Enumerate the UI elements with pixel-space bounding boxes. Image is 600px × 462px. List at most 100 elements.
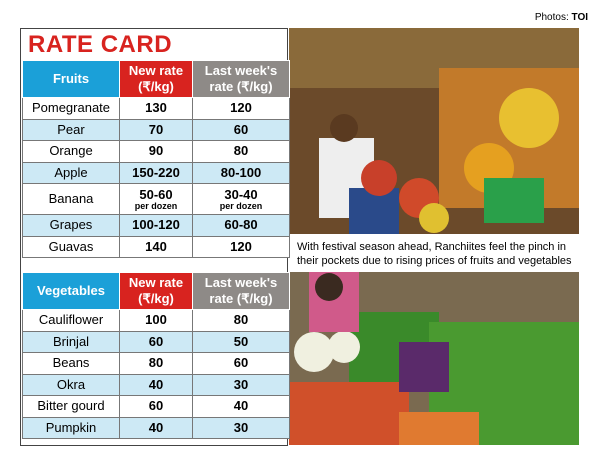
column-header: Fruits [22, 60, 120, 98]
header-line: Vegetables [37, 283, 105, 298]
cell-text: 30 [233, 419, 249, 435]
cell-text: 150-220 [132, 164, 180, 180]
rate-cell: 120 [192, 97, 290, 120]
cell-text: 40 [148, 376, 164, 392]
fruits-table: Fruits New rate (₹/kg) Last week's rate (₹/k… [22, 60, 290, 258]
rate-cell: 60 [192, 118, 290, 141]
header-row: Fruits New rate (₹/kg) Last week's rate (₹/k… [22, 60, 290, 98]
header-line: rate (₹/kg) [209, 79, 273, 94]
rate-value: 30-40 [224, 186, 258, 202]
rate-cell: 70 [119, 118, 193, 141]
header-line: New rate [128, 63, 184, 78]
rate-note: per dozen [219, 200, 263, 211]
item-cell: Pumpkin [22, 416, 120, 439]
rate-cell: 140 [119, 235, 193, 258]
item-cell: Guavas [22, 235, 120, 258]
rate-cell: 150-220 [119, 161, 193, 184]
rate-cell: 100 [119, 309, 193, 332]
rate-cell: 80 [192, 309, 290, 332]
cell-text: 60 [233, 121, 249, 137]
item-cell: Bitter gourd [22, 395, 120, 418]
rate-value: 50-60 [139, 186, 173, 202]
photo-vegetables [289, 272, 579, 445]
item-cell: Okra [22, 373, 120, 396]
table-row: Orange 90 80 [22, 140, 290, 163]
table-row: Cauliflower 100 80 [22, 309, 290, 332]
table-row: Okra 40 30 [22, 373, 290, 396]
item-cell: Brinjal [22, 330, 120, 353]
header-line: Fruits [52, 71, 90, 86]
header-line: Last week's [204, 63, 278, 78]
rate-cell: 60-80 [192, 214, 290, 237]
cell-text: Beans [52, 355, 90, 371]
credit-label: Photos: [534, 12, 569, 23]
cell-text: Cauliflower [38, 312, 104, 328]
rate-cell: 60 [119, 395, 193, 418]
cell-text: 140 [145, 238, 167, 254]
table-row: Pumpkin 40 30 [22, 416, 290, 439]
cell-text: Okra [56, 376, 86, 392]
photo-fruits [289, 28, 579, 234]
cell-text: 60 [148, 333, 164, 349]
credit: Photos: TOI [535, 12, 588, 23]
cell-text: Grapes [49, 217, 93, 233]
rate-cell: 130 [119, 97, 193, 120]
item-cell: Beans [22, 352, 120, 375]
cell-text: 90 [148, 143, 164, 159]
header-row: Vegetables New rate (₹/kg) Last week's rate … [22, 272, 290, 310]
column-header: Last week's rate (₹/kg) [192, 272, 290, 310]
cell-text: 120 [230, 100, 252, 116]
cell-text: 70 [148, 121, 164, 137]
rate-cell: 40 [119, 416, 193, 439]
cell-text: Guavas [48, 238, 94, 254]
cell-text: Pear [57, 121, 85, 137]
table-row: Apple 150-220 80-100 [22, 161, 290, 184]
header-line: rate (₹/kg) [209, 291, 273, 306]
item-cell: Apple [22, 161, 120, 184]
rate-note: per dozen [134, 200, 178, 211]
caption-line: their pockets due to rising prices of fr… [297, 255, 572, 267]
cell-text: 100 [145, 312, 167, 328]
rate-cell: 30 [192, 416, 290, 439]
table-row: Pear 70 60 [22, 118, 290, 141]
table-row: Grapes 100-120 60-80 [22, 214, 290, 237]
cell-text: 40 [148, 419, 164, 435]
item-cell: Pomegranate [22, 97, 120, 120]
rate-cell: 40 [119, 373, 193, 396]
table-row: Guavas 140 120 [22, 235, 290, 258]
item-cell: Orange [22, 140, 120, 163]
rate-cell: 60 [192, 352, 290, 375]
cell-text: 60-80 [224, 217, 258, 233]
cell-text: 60 [148, 398, 164, 414]
column-header: Last week's rate (₹/kg) [192, 60, 290, 98]
item-cell: Cauliflower [22, 309, 120, 332]
rate-cell: 50 [192, 330, 290, 353]
item-cell: Banana [22, 183, 120, 215]
rate-cell: 50-60 per dozen [119, 183, 193, 215]
cell-text: 50 [233, 333, 249, 349]
rate-cell: 80-100 [192, 161, 290, 184]
cell-text: 100-120 [132, 217, 180, 233]
credit-source: TOI [571, 12, 588, 23]
cell-text: Banana [48, 191, 94, 206]
table-row: Banana 50-60 per dozen 30-40 per dozen [22, 183, 290, 215]
cell-text: 80-100 [220, 164, 262, 180]
rate-cell: 100-120 [119, 214, 193, 237]
rate-cell: 30 [192, 373, 290, 396]
vegetables-table: Vegetables New rate (₹/kg) Last week's rate … [22, 272, 290, 439]
cell-text: Bitter gourd [37, 398, 105, 414]
cell-text: Pomegranate [31, 100, 111, 116]
rate-cell: 60 [119, 330, 193, 353]
cell-text: 40 [233, 398, 249, 414]
rate-cell: 30-40 per dozen [192, 183, 290, 215]
cell-text: Orange [49, 143, 93, 159]
cell-text: Pumpkin [45, 419, 97, 435]
cell-text: 30 [233, 376, 249, 392]
table-row: Beans 80 60 [22, 352, 290, 375]
cell-text: 80 [233, 312, 249, 328]
cell-text: Apple [54, 164, 88, 180]
caption: With festival season ahead, Ranchiites f… [297, 240, 572, 268]
header-line: (₹/kg) [138, 291, 174, 306]
item-cell: Pear [22, 118, 120, 141]
